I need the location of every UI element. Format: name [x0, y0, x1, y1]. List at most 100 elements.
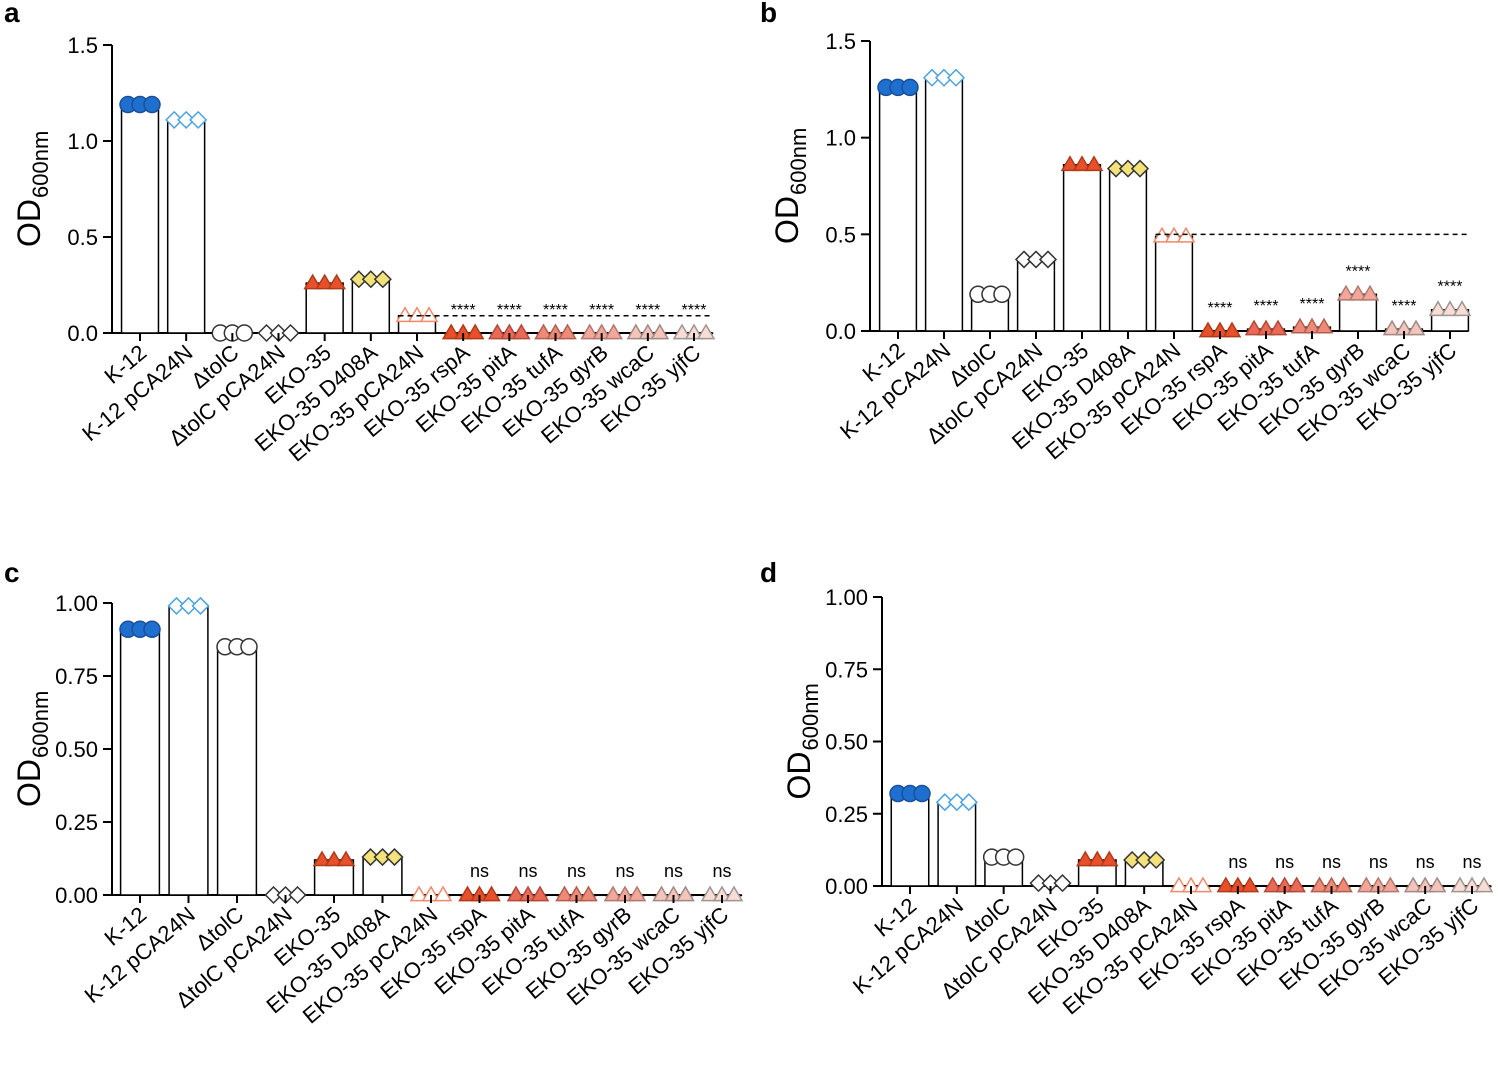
- replicate-marker: [1072, 155, 1092, 172]
- replicate-marker: [934, 68, 954, 87]
- significance-label: ****: [543, 302, 568, 319]
- replicate-marker: [1268, 319, 1288, 336]
- y-tick-label: 0.00: [55, 883, 98, 908]
- replicate-marker: [1403, 876, 1423, 893]
- significance-label: ****: [635, 302, 660, 319]
- bar: [1062, 163, 1102, 332]
- y-tick-label: 1.5: [67, 33, 98, 58]
- y-tick-label: 0.75: [825, 657, 868, 682]
- bar: [119, 628, 161, 896]
- replicate-marker: [458, 885, 477, 902]
- replicate-marker: [1336, 284, 1356, 301]
- replicate-marker: [1106, 159, 1126, 178]
- replicate-marker: [555, 885, 574, 902]
- significance-label: ****: [682, 302, 707, 319]
- replicate-marker: [922, 68, 942, 87]
- replicate-marker: [1348, 284, 1368, 301]
- replicate-marker: [288, 885, 307, 905]
- replicate-marker: [407, 306, 427, 323]
- replicate-marker: [1147, 850, 1166, 870]
- replicate-marker: [482, 885, 501, 902]
- significance-label: ****: [1438, 279, 1463, 296]
- significance-label: ns: [1322, 852, 1341, 872]
- replicate-marker: [627, 885, 647, 902]
- y-label: OD: [11, 199, 47, 247]
- replicate-marker: [1244, 319, 1264, 336]
- significance-label: ns: [664, 861, 683, 881]
- y-tick-label: 0.75: [55, 664, 98, 689]
- replicate-marker: [1193, 876, 1213, 893]
- y-label: OD: [781, 752, 817, 800]
- replicate-marker: [672, 323, 692, 340]
- replicate-marker: [1240, 876, 1260, 893]
- replicate-marker: [604, 323, 623, 340]
- replicate-marker: [312, 850, 332, 867]
- replicate-marker: [1314, 317, 1334, 334]
- replicate-marker: [913, 784, 931, 803]
- replicate-marker: [959, 793, 978, 812]
- significance-label: ns: [518, 861, 537, 881]
- replicate-marker: [1029, 874, 1048, 893]
- replicate-marker: [419, 306, 439, 323]
- replicate-marker: [1216, 876, 1236, 893]
- significance-label: ns: [567, 861, 586, 881]
- replicate-marker: [235, 324, 254, 342]
- replicate-marker: [1382, 319, 1402, 336]
- panel-label: b: [760, 0, 777, 28]
- bar: [305, 282, 344, 334]
- y-tick-label: 1.0: [825, 126, 856, 151]
- replicate-marker: [935, 793, 954, 812]
- replicate-marker: [1474, 876, 1494, 893]
- bar: [878, 86, 918, 332]
- y-tick-label: 1.00: [55, 591, 98, 616]
- replicate-marker: [579, 885, 598, 902]
- replicate-marker: [1076, 850, 1095, 867]
- replicate-marker: [724, 885, 744, 902]
- replicate-marker: [143, 95, 161, 114]
- replicate-marker: [901, 78, 919, 97]
- y-label-sub: 600nm: [786, 128, 811, 195]
- replicate-marker: [1287, 876, 1306, 893]
- replicate-marker: [1014, 250, 1034, 269]
- y-label-sub: 600nm: [798, 683, 823, 750]
- replicate-marker: [512, 323, 531, 340]
- significance-label: ****: [451, 302, 476, 319]
- replicate-marker: [1334, 876, 1353, 893]
- replicate-marker: [373, 270, 392, 289]
- replicate-marker: [488, 323, 507, 340]
- replicate-marker: [373, 847, 392, 867]
- replicate-marker: [167, 596, 186, 615]
- replicate-marker: [281, 323, 300, 343]
- replicate-marker: [1357, 876, 1376, 893]
- bar: [937, 801, 977, 887]
- replicate-marker: [1428, 300, 1448, 317]
- replicate-marker: [1440, 300, 1460, 317]
- replicate-marker: [1118, 159, 1138, 178]
- panel-label: a: [4, 0, 20, 28]
- replicate-marker: [433, 885, 453, 902]
- y-tick-label: 0.5: [825, 222, 856, 247]
- replicate-marker: [189, 110, 208, 129]
- replicate-marker: [315, 273, 334, 290]
- replicate-marker: [534, 323, 553, 340]
- replicate-marker: [1006, 848, 1025, 866]
- y-tick-label: 0.50: [55, 737, 98, 762]
- significance-label: ns: [1462, 852, 1481, 872]
- replicate-marker: [993, 285, 1011, 304]
- replicate-marker: [1198, 321, 1218, 338]
- replicate-marker: [1123, 850, 1142, 870]
- y-tick-label: 0.25: [55, 810, 98, 835]
- significance-label: ns: [1369, 852, 1388, 872]
- y-tick-label: 0.25: [825, 802, 868, 827]
- replicate-marker: [1360, 284, 1380, 301]
- y-label: OD: [769, 196, 805, 244]
- significance-label: ns: [1228, 852, 1247, 872]
- replicate-marker: [1053, 874, 1072, 893]
